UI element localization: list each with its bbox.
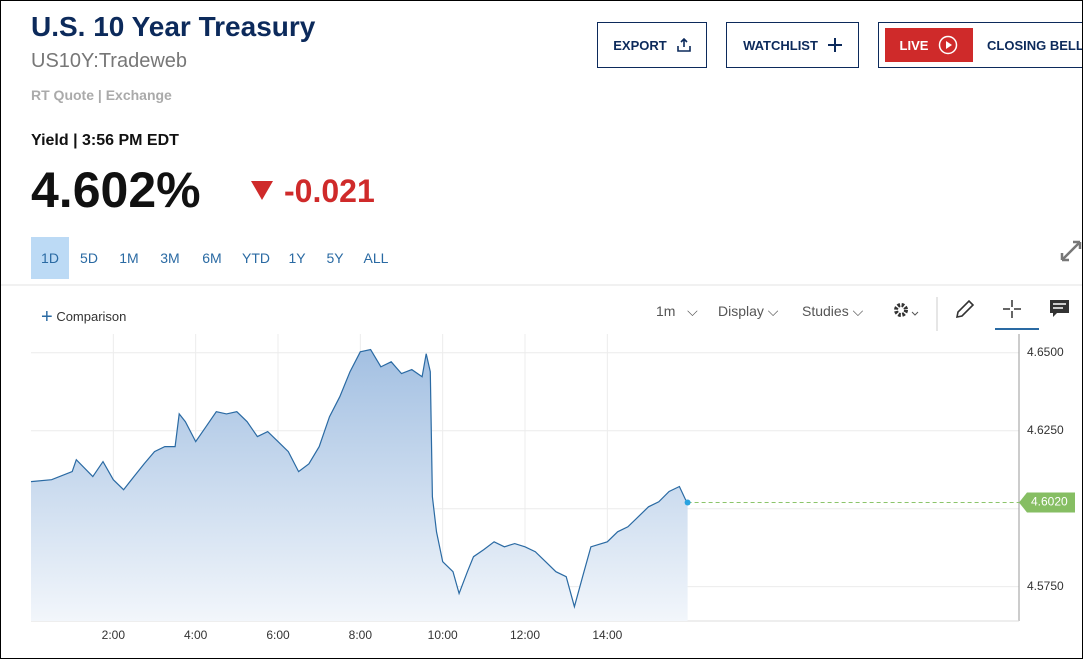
export-icon — [676, 38, 691, 52]
range-button[interactable]: ALL — [363, 250, 389, 266]
current-label: 4.6020 — [1031, 495, 1068, 509]
play-icon — [939, 35, 958, 55]
plus-icon — [827, 38, 842, 52]
interval-label: 1m — [656, 303, 676, 319]
quote-source: RT Quote | Exchange — [31, 87, 172, 103]
range-button[interactable]: 3M — [160, 250, 180, 266]
y-tick-label: 4.5750 — [1027, 579, 1064, 593]
symbol: US10Y:Tradeweb — [31, 50, 188, 72]
range-button[interactable]: 6M — [202, 250, 222, 266]
x-tick-label: 10:00 — [428, 628, 458, 642]
x-tick-label: 6:00 — [266, 628, 290, 642]
live-box[interactable]: LIVE CLOSING BELL — [878, 22, 1083, 68]
range-button[interactable]: YTD — [242, 250, 270, 266]
current-badge — [1019, 492, 1075, 513]
y-tick-label: 4.6500 — [1027, 345, 1064, 359]
line — [30, 348, 689, 609]
live-label: LIVE — [899, 37, 929, 53]
display-label: Display — [718, 303, 764, 319]
area — [31, 349, 688, 621]
crosshair-icon[interactable] — [1001, 298, 1023, 320]
watchlist-button[interactable]: WATCHLIST — [726, 22, 859, 68]
comment-icon[interactable] — [1049, 299, 1071, 319]
x-tick-label: 4:00 — [184, 628, 208, 642]
change: -0.021 — [284, 173, 375, 209]
x-tick-label: 8:00 — [349, 628, 373, 642]
x-tick-label: 14:00 — [592, 628, 622, 642]
studies-select[interactable]: Studies ⌵ — [802, 303, 864, 319]
live-button[interactable]: LIVE — [885, 28, 973, 62]
export-label: EXPORT — [613, 37, 667, 53]
y-tick-label: 4.6250 — [1027, 423, 1064, 437]
studies-label: Studies — [802, 303, 849, 319]
range-button[interactable]: 5Y — [326, 250, 344, 266]
down-arrow — [251, 181, 273, 200]
settings-icon[interactable] — [891, 299, 925, 321]
range-button[interactable]: 1D — [31, 237, 69, 279]
display-select[interactable]: Display ⌵ — [718, 303, 779, 319]
expand-icon[interactable] — [1059, 237, 1083, 263]
comparison-button[interactable]: + Comparison — [41, 306, 127, 328]
draw-icon[interactable] — [954, 298, 976, 320]
watchlist-label: WATCHLIST — [743, 37, 818, 53]
x-tick-label: 12:00 — [510, 628, 540, 642]
range-button[interactable]: 5D — [80, 250, 98, 266]
price: 4.602% — [31, 162, 201, 218]
x-tick-label: 2:00 — [102, 628, 126, 642]
range-button[interactable]: 1M — [119, 250, 139, 266]
quote-label: Yield | 3:56 PM EDT — [31, 132, 179, 149]
title: U.S. 10 Year Treasury — [31, 11, 316, 42]
export-button[interactable]: EXPORT — [597, 22, 707, 68]
comparison-label: Comparison — [56, 309, 127, 324]
closing-bell: CLOSING BELL — [987, 37, 1083, 53]
last-point — [684, 499, 691, 506]
interval-select[interactable]: 1m ⌵ — [656, 303, 698, 319]
range-button[interactable]: 1Y — [288, 250, 306, 266]
